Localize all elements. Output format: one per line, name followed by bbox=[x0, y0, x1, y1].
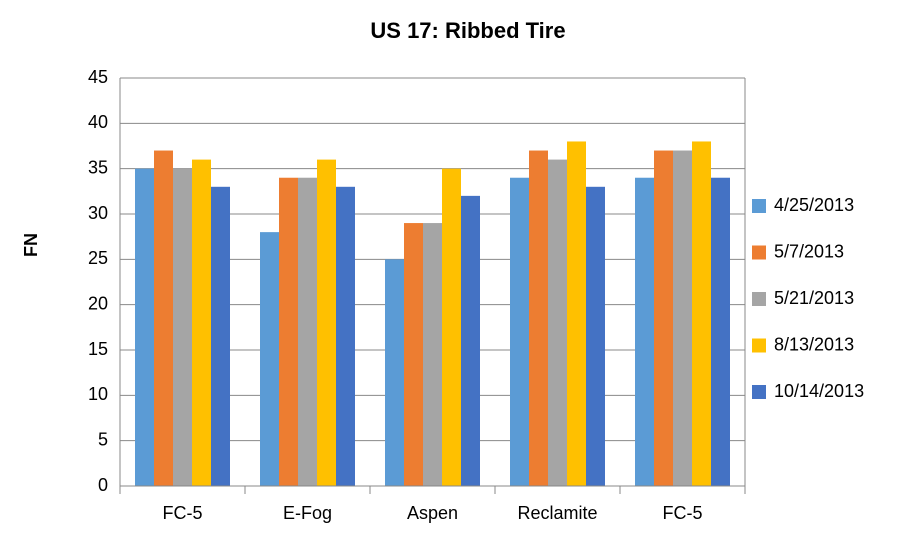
y-tick-label: 25 bbox=[88, 248, 108, 268]
bar bbox=[211, 186, 230, 487]
bar bbox=[154, 150, 173, 487]
bar bbox=[692, 141, 711, 486]
bar bbox=[510, 177, 529, 486]
legend-label: 4/25/2013 bbox=[774, 195, 854, 215]
y-tick-label: 40 bbox=[88, 112, 108, 132]
bar bbox=[711, 177, 730, 486]
chart-title: US 17: Ribbed Tire bbox=[370, 18, 565, 43]
legend-label: 10/14/2013 bbox=[774, 381, 864, 401]
y-tick-label: 0 bbox=[98, 475, 108, 495]
y-tick-label: 20 bbox=[88, 293, 108, 313]
bar bbox=[673, 150, 692, 487]
y-tick-label: 45 bbox=[88, 67, 108, 87]
y-tick-label: 15 bbox=[88, 339, 108, 359]
bar bbox=[654, 150, 673, 487]
bar bbox=[404, 223, 423, 487]
bar bbox=[461, 195, 480, 486]
legend-label: 5/7/2013 bbox=[774, 241, 844, 261]
bar bbox=[567, 141, 586, 486]
x-tick-label: FC-5 bbox=[663, 503, 703, 523]
x-tick-label: E-Fog bbox=[283, 503, 332, 523]
legend-swatch bbox=[752, 338, 766, 353]
bar bbox=[548, 159, 567, 486]
bar bbox=[298, 177, 317, 486]
bar bbox=[260, 232, 279, 486]
bar bbox=[442, 168, 461, 486]
y-tick-label: 30 bbox=[88, 203, 108, 223]
bar bbox=[423, 223, 442, 487]
legend-label: 8/13/2013 bbox=[774, 334, 854, 354]
bar bbox=[586, 186, 605, 487]
y-tick-label: 5 bbox=[98, 429, 108, 449]
bar bbox=[173, 168, 192, 486]
legend-swatch bbox=[752, 245, 766, 260]
bar bbox=[635, 177, 654, 486]
y-axis-label: FN bbox=[21, 233, 41, 257]
legend-swatch bbox=[752, 199, 766, 213]
legend-swatch bbox=[752, 292, 766, 306]
bar bbox=[385, 259, 404, 486]
bar bbox=[279, 177, 298, 486]
bar bbox=[336, 186, 355, 487]
x-tick-label: Aspen bbox=[407, 503, 458, 523]
legend-swatch bbox=[752, 385, 766, 399]
y-tick-label: 35 bbox=[88, 157, 108, 177]
bar bbox=[317, 159, 336, 486]
legend-label: 5/21/2013 bbox=[774, 288, 854, 308]
y-tick-label: 10 bbox=[88, 384, 108, 404]
x-tick-label: FC-5 bbox=[163, 503, 203, 523]
bar bbox=[135, 168, 154, 486]
bar bbox=[529, 150, 548, 487]
x-tick-label: Reclamite bbox=[517, 503, 597, 523]
bar bbox=[192, 159, 211, 486]
